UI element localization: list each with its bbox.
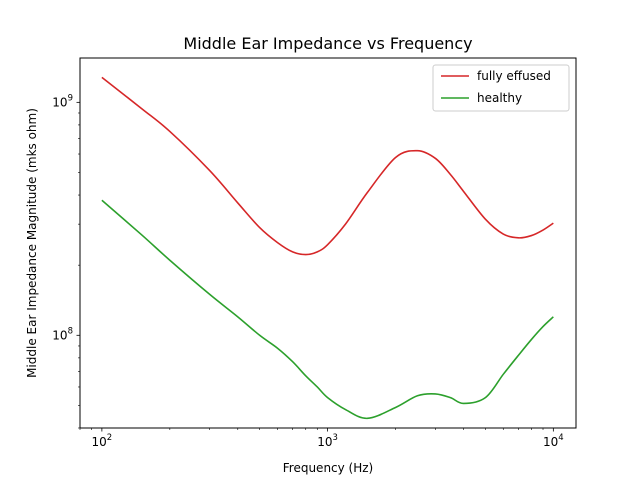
tick-exponent: 2 <box>107 433 112 443</box>
tick-base: 10 <box>543 435 558 449</box>
tick-exponent: 9 <box>68 93 73 103</box>
x-tick-label: 104 <box>543 433 564 449</box>
tick-base: 10 <box>52 328 67 342</box>
x-tick-label: 103 <box>317 433 338 449</box>
y-tick-label: 109 <box>52 93 73 109</box>
tick-exponent: 4 <box>558 433 563 443</box>
legend: fully effused healthy <box>432 64 570 112</box>
legend-label: healthy <box>477 91 522 105</box>
x-tick-label: 102 <box>92 433 113 449</box>
tick-base: 10 <box>92 435 107 449</box>
y-tick-label: 108 <box>52 326 73 342</box>
series-line-1 <box>101 199 554 420</box>
tick-exponent: 3 <box>333 433 338 443</box>
legend-label: fully effused <box>477 69 551 83</box>
tick-base: 10 <box>317 435 332 449</box>
tick-exponent: 8 <box>68 326 73 336</box>
x-axis-label: Frequency (Hz) <box>283 461 374 475</box>
series-lines <box>101 76 554 420</box>
series-line-0 <box>101 76 554 256</box>
chart-title: Middle Ear Impedance vs Frequency <box>183 34 472 53</box>
y-axis-label: Middle Ear Impedance Magnitude (mks ohm) <box>25 108 39 378</box>
tick-base: 10 <box>52 95 67 109</box>
